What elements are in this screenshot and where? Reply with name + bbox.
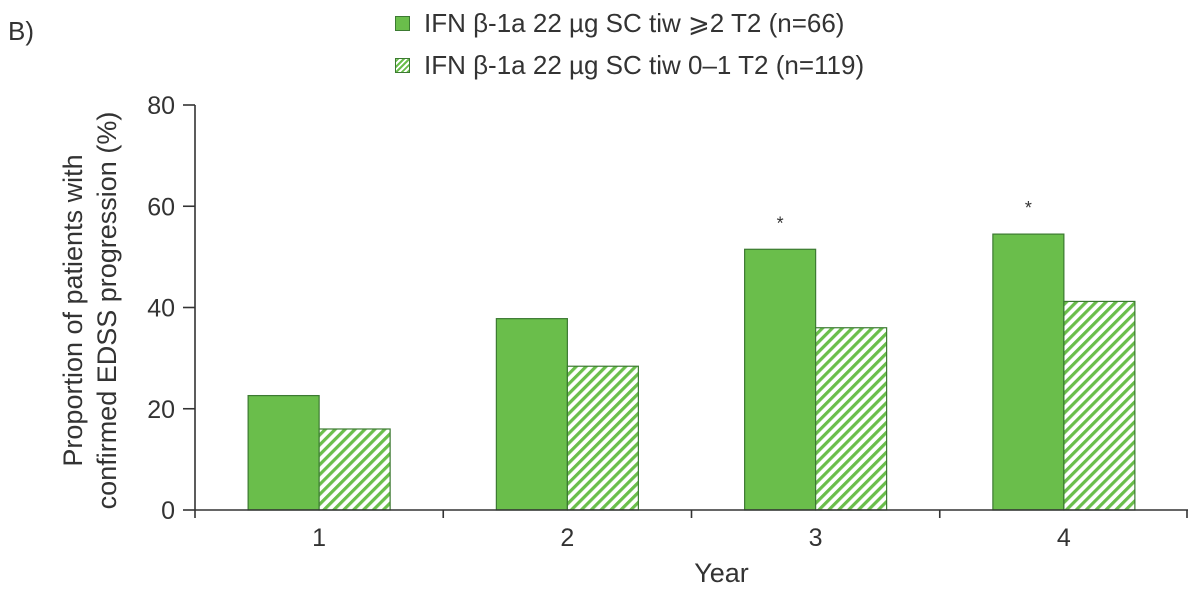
significance-marker-year-4: *	[1025, 198, 1032, 218]
legend-swatch-hatched	[395, 57, 410, 73]
y-tick-label-80: 80	[147, 92, 175, 120]
x-tick-label-3: 3	[809, 524, 823, 552]
x-tick-label-1: 1	[312, 524, 326, 552]
bar-solid-year-4	[992, 233, 1065, 511]
y-tick-label-60: 60	[147, 193, 175, 221]
legend-swatch-solid	[395, 15, 410, 31]
bar-hatched-year-2	[566, 365, 639, 511]
y-axis-title-line-1: Proportion of patients with	[58, 154, 88, 466]
x-tick-label-4: 4	[1057, 524, 1071, 552]
y-axis-title: Proportion of patients with confirmed EDS…	[58, 112, 122, 510]
chart-legend: IFN β-1a 22 µg SC tiw ⩾2 T2 (n=66) IFN β…	[395, 2, 864, 86]
bar-solid-year-3	[744, 248, 817, 511]
bar-solid-year-2	[495, 318, 568, 511]
panel-label: B)	[8, 16, 34, 46]
x-axis-title: Year	[694, 558, 749, 588]
significance-marker-year-3: *	[777, 213, 784, 233]
y-tick-label-40: 40	[147, 295, 175, 323]
y-axis-title-line-2: confirmed EDSS progression (%)	[92, 112, 122, 510]
legend-item-hatched: IFN β-1a 22 µg SC tiw 0–1 T2 (n=119)	[395, 44, 864, 86]
y-tick-label-20: 20	[147, 396, 175, 424]
y-tick-label-0: 0	[161, 497, 175, 525]
bar-hatched-year-1	[318, 428, 391, 511]
legend-label-hatched: IFN β-1a 22 µg SC tiw 0–1 T2 (n=119)	[424, 49, 865, 80]
bar-solid-year-1	[247, 394, 320, 511]
legend-item-solid: IFN β-1a 22 µg SC tiw ⩾2 T2 (n=66)	[395, 2, 864, 44]
bar-hatched-year-4	[1063, 300, 1136, 511]
legend-label-solid: IFN β-1a 22 µg SC tiw ⩾2 T2 (n=66)	[424, 7, 845, 38]
bar-hatched-year-3	[815, 327, 888, 511]
x-tick-label-2: 2	[560, 524, 574, 552]
